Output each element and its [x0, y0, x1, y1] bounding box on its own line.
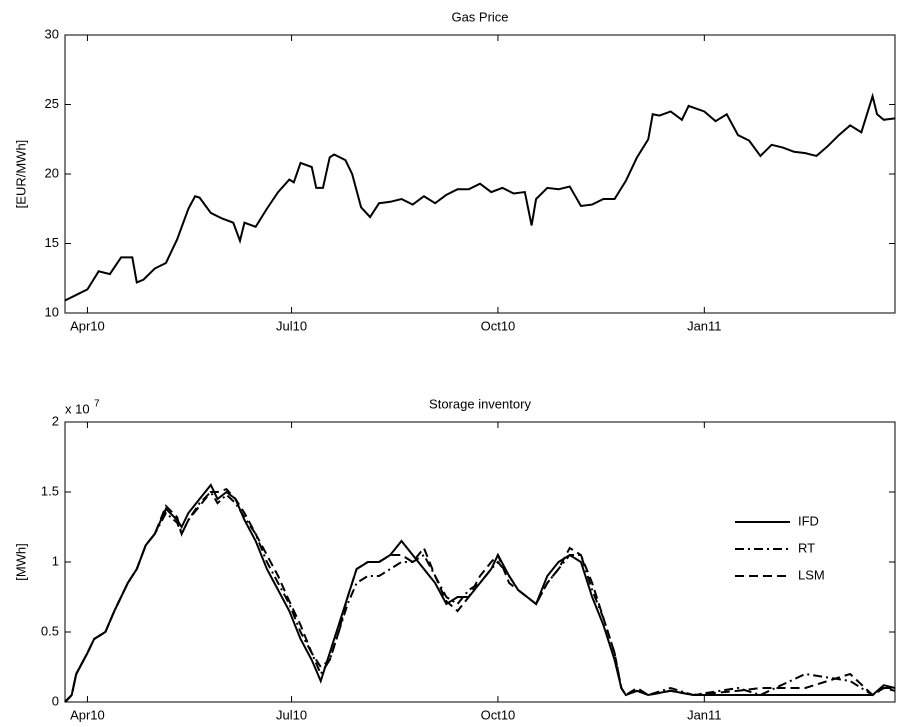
x-tick-label: Jan11: [687, 318, 721, 333]
y-tick-label: 0: [52, 693, 59, 708]
chart-title: Storage inventory: [429, 396, 531, 411]
y-tick-label: 25: [45, 96, 59, 111]
y-tick-label: 10: [45, 304, 59, 319]
legend-label: RT: [798, 540, 815, 555]
series-line: [64, 490, 895, 703]
plot-area: [64, 34, 896, 314]
y-tick-label: 1: [52, 553, 59, 568]
y-tick-label: 30: [45, 26, 59, 41]
y-tick-label: 20: [45, 165, 59, 180]
chart-title: Gas Price: [451, 9, 508, 24]
x-tick-label: Apr10: [70, 318, 105, 333]
y-axis-label: [MWh]: [13, 543, 28, 581]
axis-multiplier: x 10: [65, 401, 90, 416]
x-tick-label: Apr10: [70, 707, 105, 722]
legend-label: LSM: [798, 567, 825, 582]
x-tick-label: Oct10: [481, 707, 516, 722]
y-axis-label: [EUR/MWh]: [13, 140, 28, 209]
plot-area: [64, 421, 896, 703]
series-line: [64, 488, 896, 703]
legend-label: IFD: [798, 513, 819, 528]
y-tick-label: 0.5: [41, 623, 59, 638]
axis-multiplier-exponent: 7: [94, 399, 100, 410]
x-tick-label: Jan11: [687, 707, 721, 722]
y-tick-label: 1.5: [41, 483, 59, 498]
series-line: [64, 92, 896, 302]
y-tick-label: 2: [52, 413, 59, 428]
y-tick-label: 15: [45, 235, 59, 250]
x-tick-label: Jul10: [276, 318, 307, 333]
x-tick-label: Jul10: [276, 707, 307, 722]
x-tick-label: Oct10: [481, 318, 516, 333]
